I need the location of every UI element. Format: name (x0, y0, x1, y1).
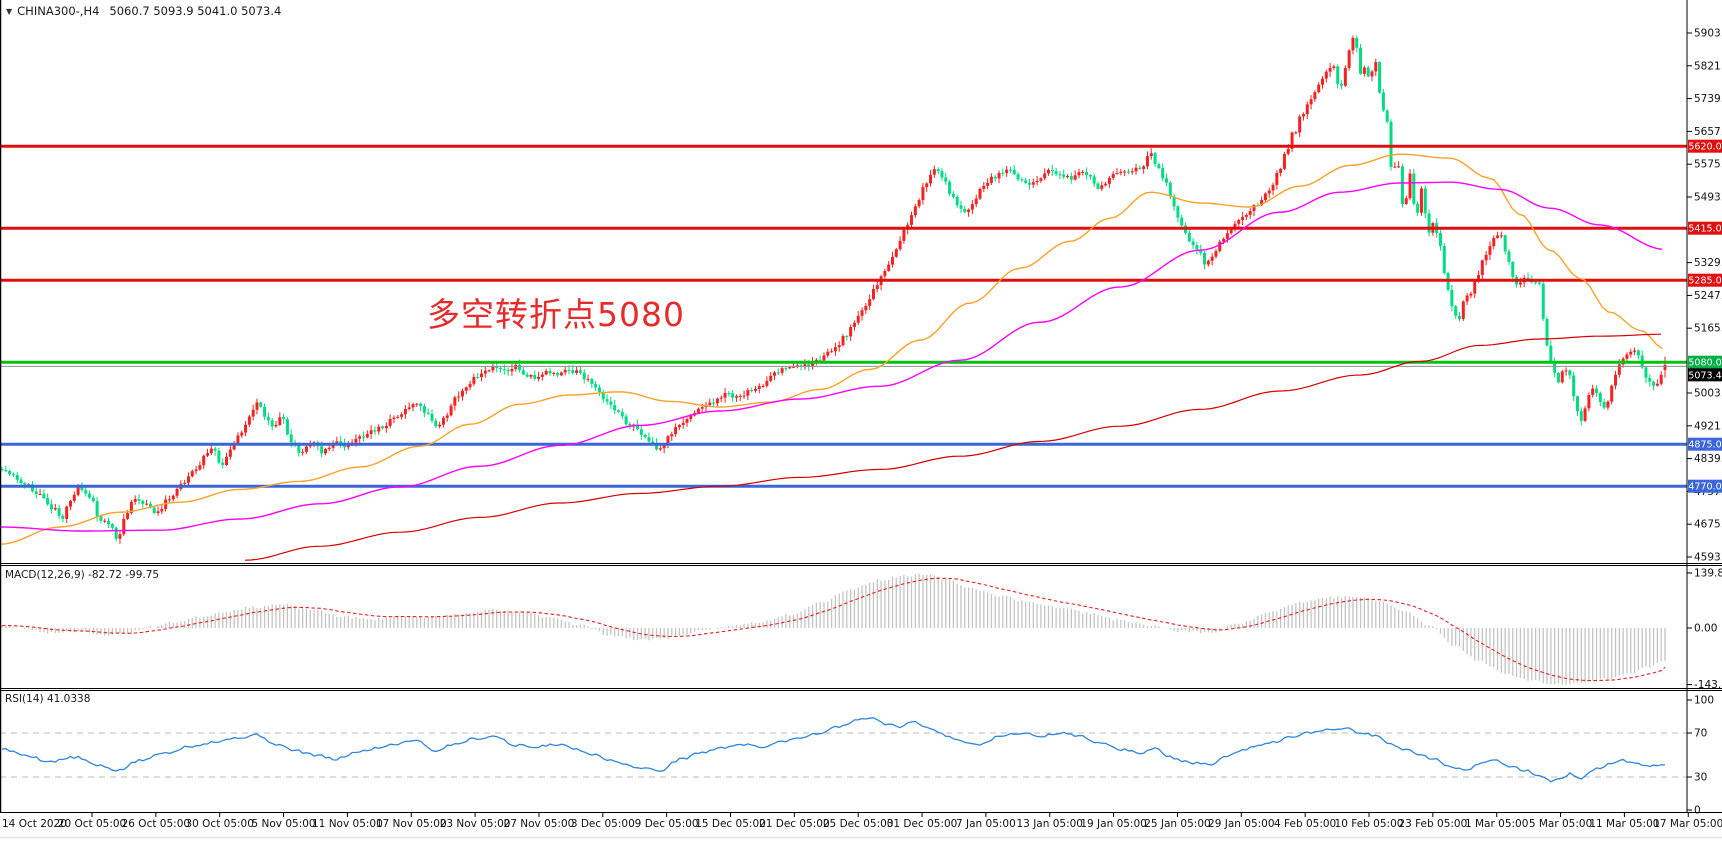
svg-text:70: 70 (1694, 728, 1707, 740)
svg-text:5080.0: 5080.0 (1688, 358, 1721, 369)
svg-text:5003.0: 5003.0 (1694, 388, 1722, 400)
svg-text:5415.0: 5415.0 (1688, 224, 1721, 235)
svg-text:0: 0 (1694, 805, 1701, 817)
svg-text:19 Jan 05:00: 19 Jan 05:00 (1080, 818, 1146, 830)
svg-text:17 Mar 05:00: 17 Mar 05:00 (1653, 818, 1722, 830)
svg-text:5821.0: 5821.0 (1694, 60, 1722, 72)
svg-text:4839.0: 4839.0 (1694, 453, 1722, 465)
svg-text:15 Dec 05:00: 15 Dec 05:00 (695, 818, 766, 830)
symbol-period-label: CHINA300-,H4 (17, 4, 100, 18)
ohlc-values: 5060.7 5093.9 5041.0 5073.4 (109, 4, 282, 18)
svg-text:11 Mar 05:00: 11 Mar 05:00 (1589, 818, 1659, 830)
macd-histogram (1, 573, 1666, 685)
annotation-text[interactable]: 多空转折点5080 (427, 295, 685, 334)
ma-slow-red[interactable] (244, 333, 1662, 561)
svg-text:5575.0: 5575.0 (1694, 159, 1722, 171)
svg-text:29 Jan 05:00: 29 Jan 05:00 (1208, 818, 1274, 830)
svg-text:23 Feb 05:00: 23 Feb 05:00 (1398, 818, 1467, 830)
svg-text:3 Dec 05:00: 3 Dec 05:00 (571, 818, 635, 830)
svg-text:5739.0: 5739.0 (1694, 93, 1722, 105)
macd-signal-line (2, 577, 1666, 682)
svg-text:4921.0: 4921.0 (1694, 420, 1722, 432)
svg-text:11 Nov 05:00: 11 Nov 05:00 (312, 818, 383, 830)
svg-text:-143.82: -143.82 (1694, 679, 1722, 691)
macd-indicator-label: MACD(12,26,9) -82.72 -99.75 (5, 569, 160, 581)
svg-text:7 Jan 05:00: 7 Jan 05:00 (956, 818, 1016, 830)
svg-text:5 Mar 05:00: 5 Mar 05:00 (1529, 818, 1592, 830)
svg-text:5285.0: 5285.0 (1688, 276, 1721, 287)
svg-text:30: 30 (1694, 772, 1707, 784)
svg-text:1 Mar 05:00: 1 Mar 05:00 (1465, 818, 1528, 830)
svg-text:5657.0: 5657.0 (1694, 126, 1722, 138)
collapse-arrow-icon[interactable]: ▼ (6, 7, 13, 16)
rsi-line (1, 717, 1666, 783)
rsi-panel[interactable]: 100 70 30 0 (0, 695, 1714, 817)
svg-text:5165.0: 5165.0 (1694, 323, 1722, 335)
svg-text:26 Oct 05:00: 26 Oct 05:00 (122, 818, 190, 830)
svg-text:4 Feb 05:00: 4 Feb 05:00 (1274, 818, 1336, 830)
svg-text:100: 100 (1694, 695, 1714, 707)
svg-text:5903.0: 5903.0 (1694, 28, 1722, 40)
svg-text:5 Nov 05:00: 5 Nov 05:00 (251, 818, 315, 830)
svg-text:30 Oct 05:00: 30 Oct 05:00 (185, 818, 253, 830)
symbol-title: ▼ CHINA300-,H4 5060.7 5093.9 5041.0 5073.4 (6, 4, 281, 18)
svg-text:13 Jan 05:00: 13 Jan 05:00 (1017, 818, 1083, 830)
ma-fast-orange[interactable] (0, 153, 1663, 545)
price-level-lines[interactable] (0, 144, 1687, 488)
svg-text:25 Jan 05:00: 25 Jan 05:00 (1144, 818, 1210, 830)
svg-text:9 Dec 05:00: 9 Dec 05:00 (635, 818, 699, 830)
svg-text:31 Dec 05:00: 31 Dec 05:00 (887, 818, 958, 830)
price-axis-badges: 5620.0 5415.0 5285.0 5080.0 4875.0 4770.0 5073… (1688, 139, 1722, 493)
svg-text:0.00: 0.00 (1694, 623, 1717, 635)
svg-text:20 Oct 05:00: 20 Oct 05:00 (58, 818, 126, 830)
ma-mid-magenta[interactable] (0, 181, 1663, 532)
svg-text:10 Feb 05:00: 10 Feb 05:00 (1335, 818, 1404, 830)
candlesticks-layer[interactable] (0, 35, 1667, 544)
price-axis[interactable]: 5903.0 5821.0 5739.0 5657.0 5575.0 5493.0 5329… (1687, 28, 1722, 564)
svg-text:5073.4: 5073.4 (1688, 370, 1721, 381)
rsi-indicator-label: RSI(14) 41.0338 (5, 693, 91, 705)
svg-text:5247.0: 5247.0 (1694, 290, 1722, 302)
svg-text:4675.0: 4675.0 (1694, 519, 1722, 531)
svg-text:23 Nov 05:00: 23 Nov 05:00 (440, 818, 511, 830)
svg-text:4875.0: 4875.0 (1688, 440, 1721, 451)
svg-text:14 Oct 2020: 14 Oct 2020 (2, 818, 67, 830)
svg-text:21 Dec 05:00: 21 Dec 05:00 (759, 818, 830, 830)
svg-text:5329.0: 5329.0 (1694, 257, 1722, 269)
svg-text:17 Nov 05:00: 17 Nov 05:00 (376, 818, 447, 830)
macd-panel[interactable]: 139.86 0.00 -143.82 (1687, 567, 1722, 691)
svg-text:4593.0: 4593.0 (1694, 552, 1722, 564)
svg-text:139.86: 139.86 (1694, 567, 1722, 579)
svg-text:5620.0: 5620.0 (1688, 142, 1721, 153)
svg-text:25 Dec 05:00: 25 Dec 05:00 (823, 818, 894, 830)
svg-text:5493.0: 5493.0 (1694, 192, 1722, 204)
svg-text:4770.0: 4770.0 (1688, 482, 1721, 493)
svg-text:27 Nov 05:00: 27 Nov 05:00 (504, 818, 575, 830)
